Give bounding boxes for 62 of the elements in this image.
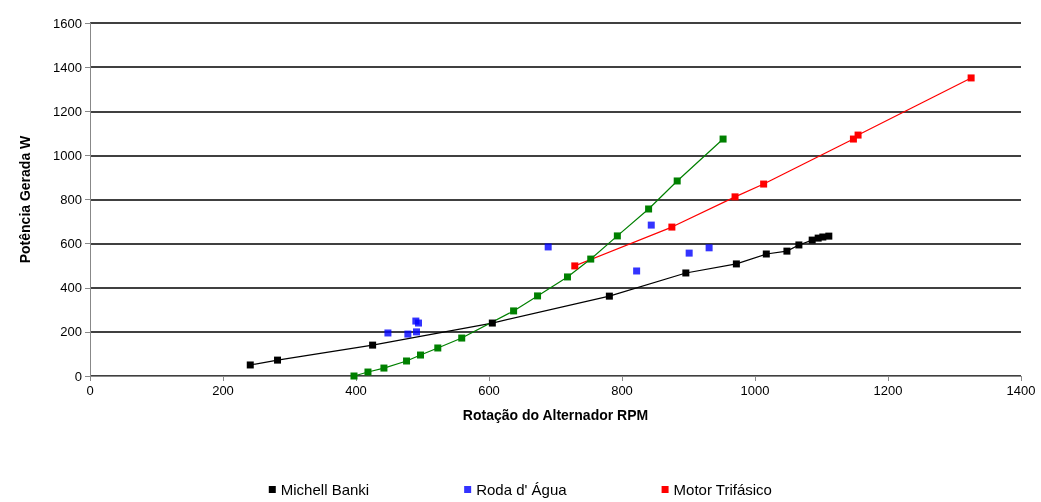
- point: [854, 131, 862, 139]
- point: [369, 341, 377, 349]
- point: [731, 193, 739, 201]
- point: [246, 361, 254, 369]
- y-tick-label: 1200: [53, 103, 82, 119]
- y-tick-label: 1000: [53, 147, 82, 163]
- point: [434, 344, 442, 352]
- point: [762, 250, 770, 258]
- point: [417, 351, 425, 359]
- x-axis-title: Rotação do Alternador RPM: [462, 407, 649, 423]
- point: [364, 368, 372, 376]
- point: [488, 319, 496, 327]
- y-tick-label: 400: [60, 280, 82, 296]
- point: [571, 262, 579, 270]
- x-tick-label: 400: [345, 383, 367, 398]
- point: [732, 260, 740, 268]
- point: [404, 330, 412, 338]
- y-axis-title: Potência Gerada W: [17, 134, 33, 264]
- x-tick-label: 800: [611, 383, 633, 398]
- y-tick-label: 1400: [53, 59, 82, 75]
- y-tick-label: 600: [60, 236, 82, 252]
- point: [605, 292, 613, 300]
- y-tick-label: 800: [60, 192, 82, 207]
- point: [705, 244, 713, 252]
- point: [510, 307, 518, 315]
- point: [685, 249, 693, 257]
- point: [534, 292, 542, 300]
- x-tick-label: 600: [478, 383, 500, 398]
- point: [384, 329, 392, 337]
- y-tick-label: 200: [60, 324, 82, 340]
- point: [587, 255, 595, 263]
- point: [673, 177, 681, 185]
- x-tick-label: 0: [86, 383, 94, 398]
- legend-label: Motor Trifásico: [673, 481, 772, 498]
- point: [719, 135, 727, 143]
- point: [563, 273, 571, 281]
- point: [458, 334, 466, 342]
- point: [613, 232, 621, 240]
- point: [967, 74, 975, 82]
- point: [668, 223, 676, 231]
- legend-label: Roda d' Água: [476, 481, 568, 498]
- point: [633, 267, 641, 275]
- point: [825, 232, 833, 240]
- point: [274, 356, 282, 364]
- legend-label: Michell Banki: [280, 481, 370, 498]
- point: [380, 364, 388, 372]
- point: [350, 372, 358, 380]
- y-tick-label: 0: [74, 368, 82, 384]
- point: [795, 241, 803, 249]
- point: [413, 328, 421, 336]
- x-tick-label: 1000: [740, 383, 770, 398]
- point: [645, 205, 653, 213]
- point: [647, 221, 655, 229]
- point: [682, 269, 690, 277]
- point: [403, 357, 411, 365]
- x-tick-label: 200: [212, 383, 234, 398]
- point: [760, 180, 768, 188]
- point: [783, 247, 791, 255]
- point: [544, 243, 552, 251]
- y-tick-label: 1600: [53, 15, 82, 31]
- x-tick-label: 1200: [873, 383, 903, 398]
- x-tick-label: 1400: [1006, 383, 1036, 398]
